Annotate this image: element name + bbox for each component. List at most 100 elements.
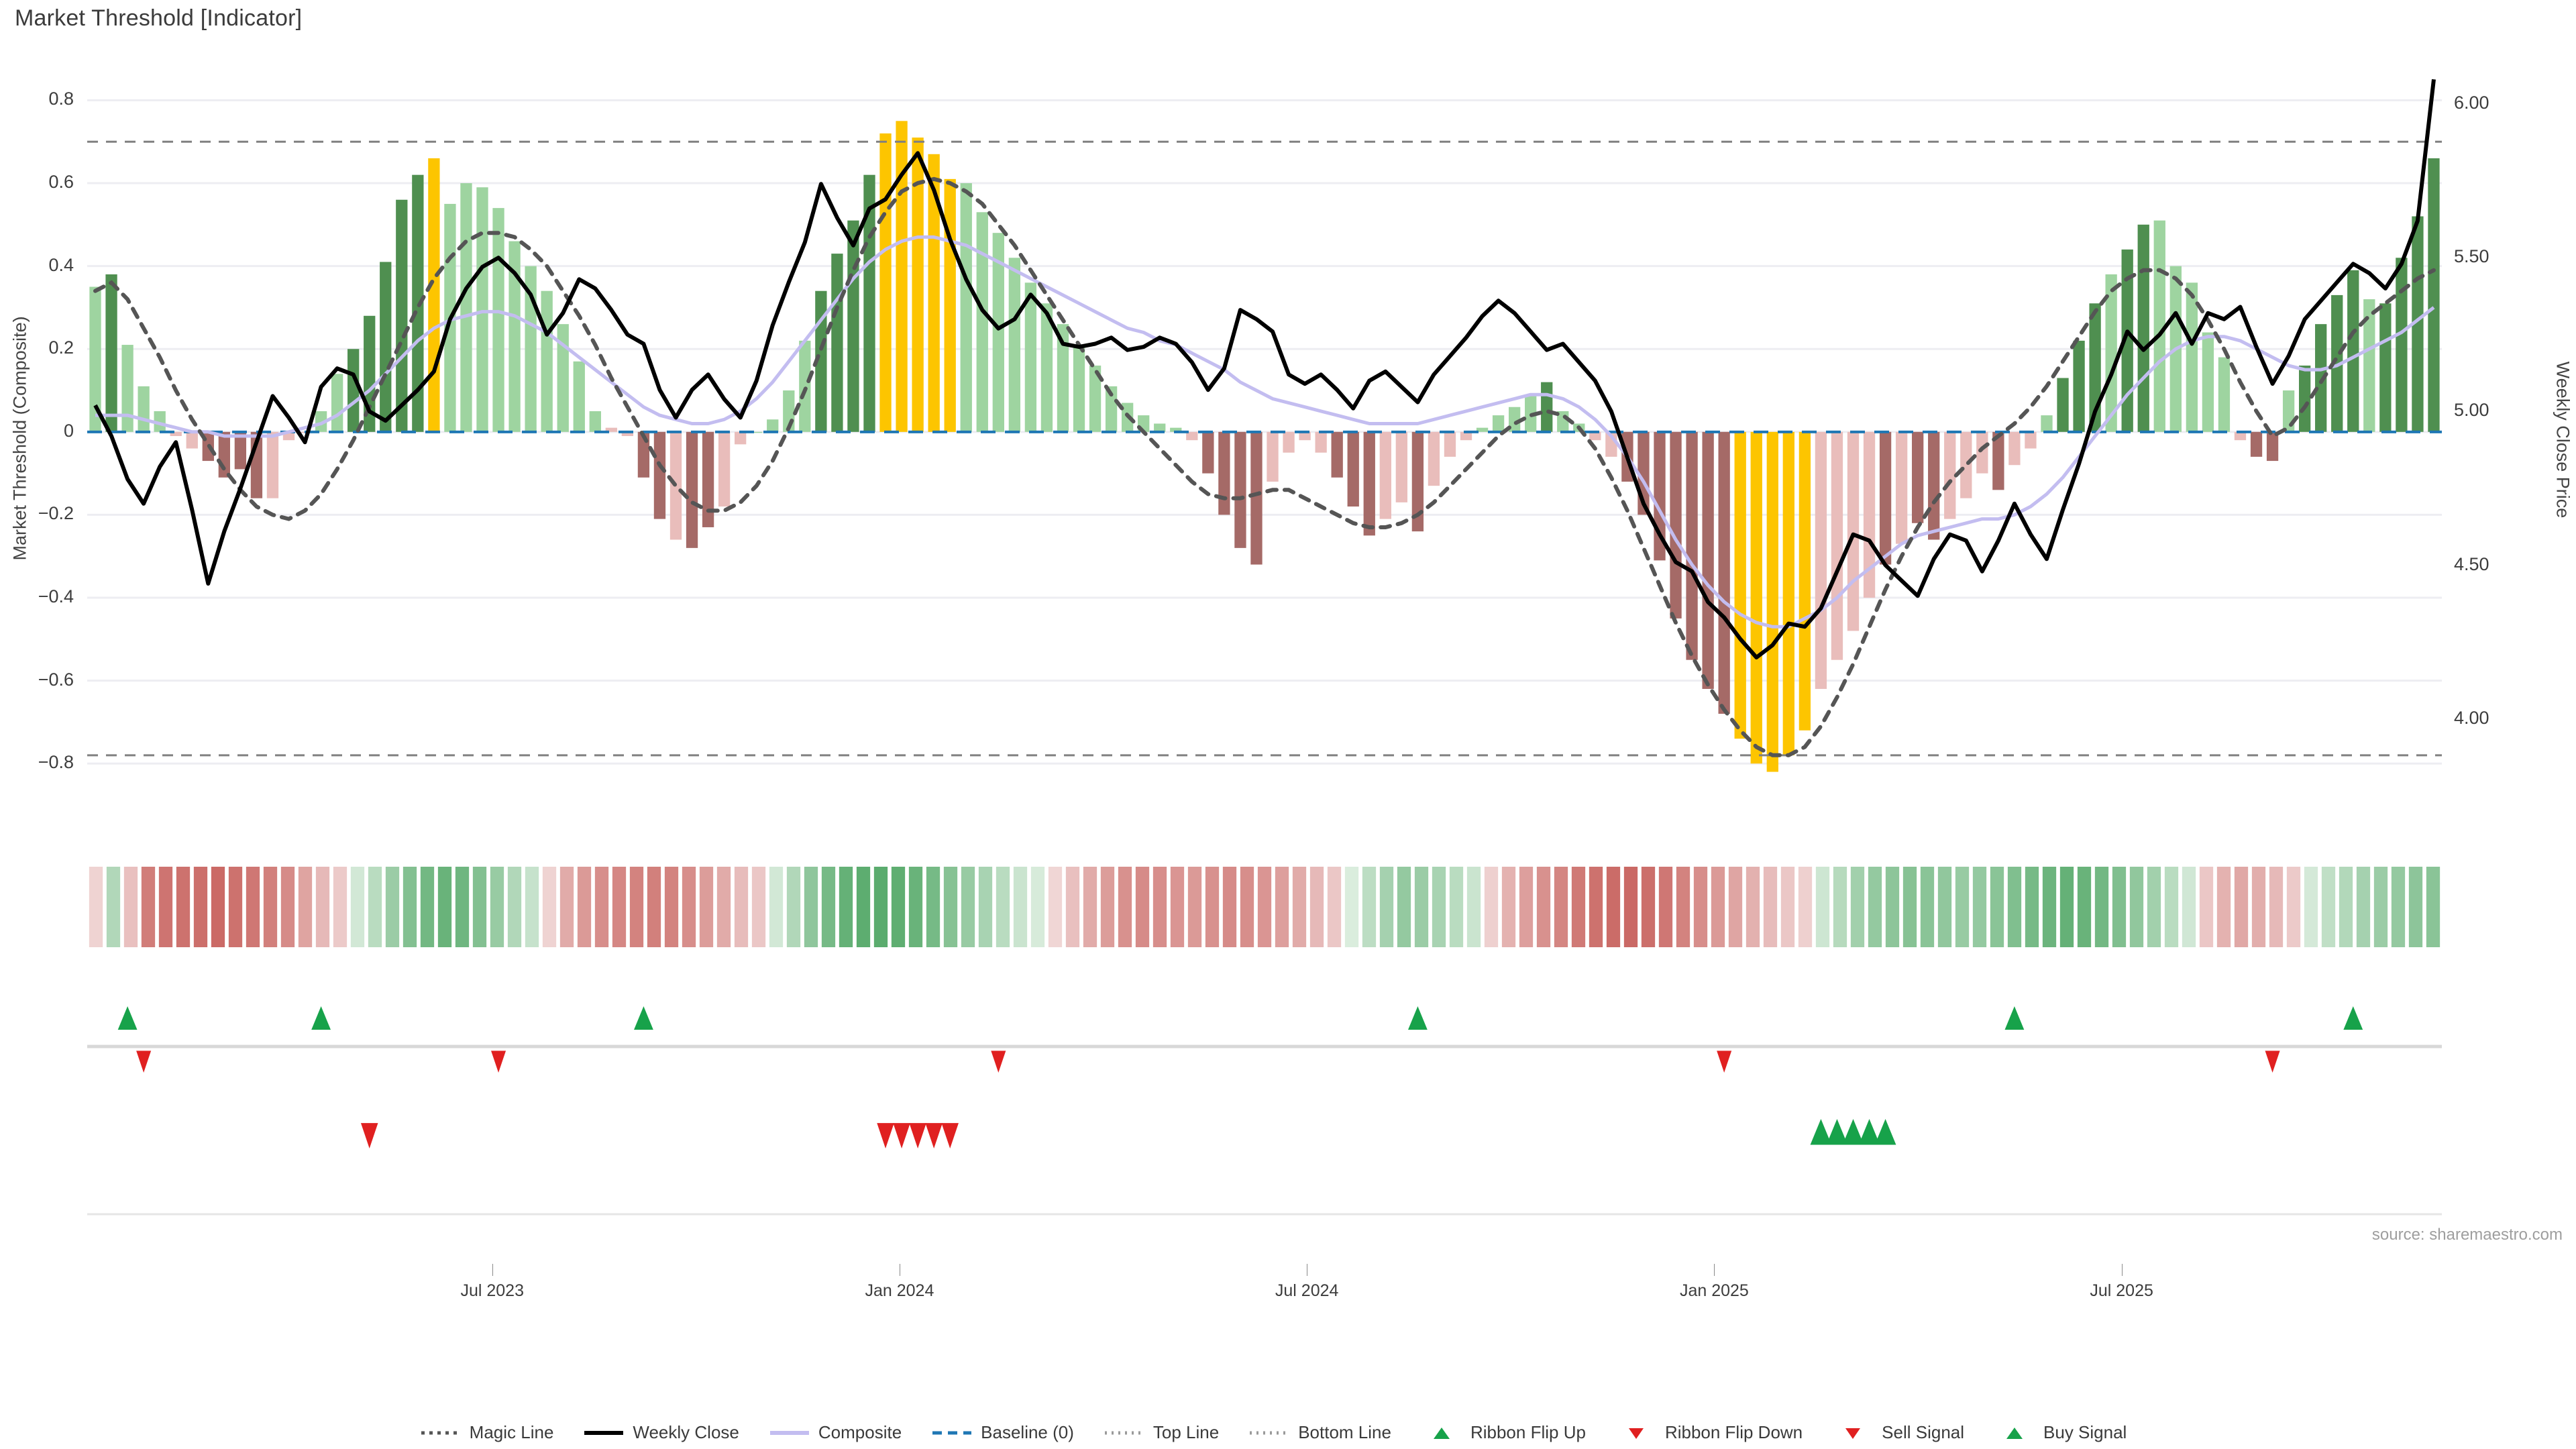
composite-bar bbox=[138, 386, 150, 432]
legend-label: Top Line bbox=[1152, 1422, 1220, 1442]
legend-item[interactable]: Ribbon Flip Down bbox=[1615, 1422, 1803, 1443]
ribbon-cell bbox=[402, 867, 417, 947]
ribbon-cell bbox=[1623, 867, 1638, 947]
composite-bar bbox=[1315, 431, 1327, 453]
composite-bar bbox=[992, 233, 1004, 432]
x-tick: Jul 2023 bbox=[460, 1281, 524, 1300]
composite-bar bbox=[1847, 431, 1860, 631]
legend-item[interactable]: Buy Signal bbox=[1994, 1422, 2127, 1443]
legend-label: Bottom Line bbox=[1298, 1422, 1391, 1442]
composite-bar bbox=[2073, 340, 2085, 432]
x-tick-mark bbox=[2121, 1264, 2123, 1276]
ribbon-cell bbox=[2199, 867, 2214, 947]
ribbon-cell bbox=[2234, 867, 2249, 947]
ribbon-cell bbox=[1065, 867, 1080, 947]
ribbon-cell bbox=[2182, 867, 2196, 947]
ribbon-cell bbox=[2373, 867, 2388, 947]
legend-item[interactable]: Baseline (0) bbox=[931, 1422, 1074, 1443]
ribbon-cell bbox=[1815, 867, 1830, 947]
composite-bar bbox=[1008, 258, 1021, 432]
legend-item[interactable]: Sell Signal bbox=[1832, 1422, 1964, 1443]
x-tick-mark bbox=[492, 1264, 493, 1276]
ribbon-cell bbox=[193, 867, 208, 947]
ribbon-cell bbox=[1083, 867, 1097, 947]
ribbon-cell bbox=[1972, 867, 1987, 947]
ribbon-cell bbox=[211, 867, 225, 947]
ribbon-flip-up-marker bbox=[117, 1006, 138, 1030]
ribbon-cell bbox=[263, 867, 278, 947]
composite-bar bbox=[1073, 345, 1085, 432]
composite-bar bbox=[2315, 324, 2327, 432]
ribbon-cell bbox=[612, 867, 627, 947]
ribbon-cell bbox=[1937, 867, 1952, 947]
composite-bar bbox=[2041, 415, 2053, 432]
composite-bar bbox=[396, 199, 408, 432]
legend-item[interactable]: Top Line bbox=[1104, 1422, 1219, 1443]
composite-bar bbox=[1105, 386, 1118, 432]
ribbon-cell bbox=[1205, 867, 1220, 947]
composite-bar bbox=[686, 431, 698, 548]
composite-bar bbox=[2057, 378, 2069, 432]
ribbon-cell bbox=[664, 867, 679, 947]
y-tick-left: 0.8 bbox=[48, 89, 74, 109]
composite-bar bbox=[1525, 394, 1537, 432]
ribbon-cell bbox=[106, 867, 121, 947]
ribbon-cell bbox=[1152, 867, 1167, 947]
legend-label: Ribbon Flip Down bbox=[1664, 1422, 1803, 1442]
ribbon-cell bbox=[1780, 867, 1795, 947]
ribbon-cell bbox=[629, 867, 644, 947]
y-tick-left: −0.4 bbox=[38, 586, 74, 606]
ribbon-flip-up-marker bbox=[2004, 1006, 2025, 1030]
composite-line bbox=[95, 235, 2435, 629]
ribbon-flip-up-marker bbox=[634, 1006, 653, 1030]
ribbon-cell bbox=[1571, 867, 1586, 947]
composite-bar bbox=[89, 286, 101, 432]
chart-legend: Magic Line Weekly Close Composite Baseline … bbox=[0, 1422, 2576, 1443]
ribbon-cell bbox=[2059, 867, 2074, 947]
composite-bar bbox=[2025, 431, 2037, 449]
ribbon-cell bbox=[2408, 867, 2423, 947]
y-tick-left: −0.6 bbox=[38, 669, 74, 690]
composite-bar bbox=[1040, 303, 1053, 432]
composite-bar bbox=[1944, 431, 1956, 519]
composite-bar bbox=[718, 431, 731, 507]
legend-item[interactable]: Composite bbox=[769, 1422, 902, 1443]
ribbon-cell bbox=[437, 867, 452, 947]
composite-bar bbox=[508, 241, 521, 432]
ribbon-cell bbox=[1606, 867, 1621, 947]
ribbon-cell bbox=[507, 867, 522, 947]
legend-label: Weekly Close bbox=[633, 1422, 739, 1442]
legend-item[interactable]: Weekly Close bbox=[583, 1422, 739, 1443]
composite-bar bbox=[573, 361, 585, 432]
legend-item[interactable]: Magic Line bbox=[420, 1422, 553, 1443]
composite-bar bbox=[170, 431, 182, 436]
signal-markers-area bbox=[87, 966, 2442, 1216]
composite-bar bbox=[702, 431, 714, 527]
legend-item[interactable]: Ribbon Flip Up bbox=[1421, 1422, 1586, 1443]
composite-bar bbox=[1267, 431, 1279, 482]
ribbon-cell bbox=[1118, 867, 1132, 947]
composite-bar bbox=[799, 340, 811, 432]
sell-signal-marker bbox=[941, 1123, 959, 1148]
composite-bar bbox=[1508, 407, 1521, 432]
ribbon-cell bbox=[2339, 867, 2353, 947]
composite-bar bbox=[1895, 431, 1908, 544]
ribbon-cell bbox=[1589, 867, 1603, 947]
ribbon-cell bbox=[1013, 867, 1028, 947]
legend-swatch-dotted-line-icon bbox=[420, 1426, 462, 1440]
ribbon-cell bbox=[961, 867, 975, 947]
composite-bar bbox=[1734, 431, 1746, 739]
ribbon-cell bbox=[420, 867, 435, 947]
y-tick-left: −0.8 bbox=[38, 752, 74, 773]
sell-signal-marker bbox=[893, 1123, 910, 1148]
composite-bar bbox=[331, 374, 343, 432]
composite-bar bbox=[1379, 431, 1391, 519]
composite-bar bbox=[380, 262, 392, 432]
legend-item[interactable]: Bottom Line bbox=[1248, 1422, 1391, 1443]
ribbon-cell bbox=[873, 867, 888, 947]
ribbon-cell bbox=[1222, 867, 1237, 947]
composite-bar bbox=[1766, 431, 1778, 772]
legend-swatch-fine-dotted-line-icon bbox=[1248, 1426, 1290, 1440]
ribbon-flip-down-marker bbox=[491, 1051, 506, 1073]
ribbon-cell bbox=[1327, 867, 1342, 947]
